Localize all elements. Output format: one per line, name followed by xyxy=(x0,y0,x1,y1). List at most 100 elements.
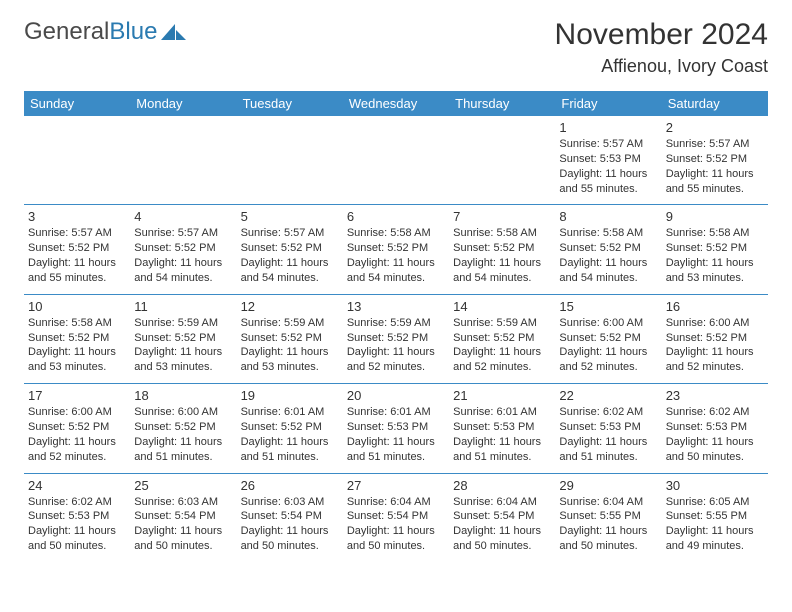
sunrise-text: Sunrise: 6:01 AM xyxy=(241,405,339,420)
calendar-table: Sunday Monday Tuesday Wednesday Thursday… xyxy=(24,91,768,562)
sunrise-text: Sunrise: 6:01 AM xyxy=(453,405,551,420)
dayname-fri: Friday xyxy=(555,91,661,116)
daylight-text: Daylight: 11 hours xyxy=(28,256,126,271)
sunset-text: Sunset: 5:52 PM xyxy=(241,420,339,435)
calendar-cell xyxy=(237,116,343,205)
sunrise-text: Sunrise: 6:00 AM xyxy=(559,316,657,331)
daylight-text: and 52 minutes. xyxy=(453,360,551,375)
daylight-text: Daylight: 11 hours xyxy=(241,345,339,360)
sunrise-text: Sunrise: 6:02 AM xyxy=(28,495,126,510)
calendar-cell: 16Sunrise: 6:00 AMSunset: 5:52 PMDayligh… xyxy=(662,294,768,383)
calendar-cell: 15Sunrise: 6:00 AMSunset: 5:52 PMDayligh… xyxy=(555,294,661,383)
dayname-sat: Saturday xyxy=(662,91,768,116)
brand-logo: GeneralBlue xyxy=(24,18,187,46)
calendar-cell: 20Sunrise: 6:01 AMSunset: 5:53 PMDayligh… xyxy=(343,384,449,473)
day-number: 18 xyxy=(134,388,232,403)
day-number: 15 xyxy=(559,299,657,314)
day-number: 27 xyxy=(347,478,445,493)
sunset-text: Sunset: 5:53 PM xyxy=(453,420,551,435)
day-number: 12 xyxy=(241,299,339,314)
location-label: Affienou, Ivory Coast xyxy=(555,56,768,77)
sunset-text: Sunset: 5:52 PM xyxy=(559,331,657,346)
sunset-text: Sunset: 5:52 PM xyxy=(134,331,232,346)
daylight-text: Daylight: 11 hours xyxy=(347,435,445,450)
sunset-text: Sunset: 5:52 PM xyxy=(347,331,445,346)
calendar-cell: 17Sunrise: 6:00 AMSunset: 5:52 PMDayligh… xyxy=(24,384,130,473)
calendar-cell: 23Sunrise: 6:02 AMSunset: 5:53 PMDayligh… xyxy=(662,384,768,473)
daylight-text: Daylight: 11 hours xyxy=(559,256,657,271)
day-number: 28 xyxy=(453,478,551,493)
daylight-text: and 50 minutes. xyxy=(453,539,551,554)
sunset-text: Sunset: 5:54 PM xyxy=(134,509,232,524)
sunset-text: Sunset: 5:52 PM xyxy=(28,420,126,435)
calendar-cell: 5Sunrise: 5:57 AMSunset: 5:52 PMDaylight… xyxy=(237,205,343,294)
sunrise-text: Sunrise: 6:00 AM xyxy=(28,405,126,420)
calendar-cell: 21Sunrise: 6:01 AMSunset: 5:53 PMDayligh… xyxy=(449,384,555,473)
sunrise-text: Sunrise: 5:58 AM xyxy=(28,316,126,331)
month-title: November 2024 xyxy=(555,18,768,52)
sunrise-text: Sunrise: 6:04 AM xyxy=(559,495,657,510)
sunset-text: Sunset: 5:52 PM xyxy=(134,420,232,435)
sunrise-text: Sunrise: 5:57 AM xyxy=(241,226,339,241)
daylight-text: and 54 minutes. xyxy=(453,271,551,286)
day-number: 19 xyxy=(241,388,339,403)
daylight-text: and 51 minutes. xyxy=(241,450,339,465)
daylight-text: Daylight: 11 hours xyxy=(134,345,232,360)
sunset-text: Sunset: 5:52 PM xyxy=(28,241,126,256)
calendar-cell: 4Sunrise: 5:57 AMSunset: 5:52 PMDaylight… xyxy=(130,205,236,294)
day-number: 1 xyxy=(559,120,657,135)
sunset-text: Sunset: 5:53 PM xyxy=(559,420,657,435)
day-number: 11 xyxy=(134,299,232,314)
calendar-week: 3Sunrise: 5:57 AMSunset: 5:52 PMDaylight… xyxy=(24,205,768,294)
sunset-text: Sunset: 5:53 PM xyxy=(666,420,764,435)
day-number: 13 xyxy=(347,299,445,314)
sunrise-text: Sunrise: 5:57 AM xyxy=(28,226,126,241)
sunset-text: Sunset: 5:52 PM xyxy=(347,241,445,256)
sunset-text: Sunset: 5:53 PM xyxy=(347,420,445,435)
day-number: 9 xyxy=(666,209,764,224)
daylight-text: and 54 minutes. xyxy=(559,271,657,286)
sunrise-text: Sunrise: 5:59 AM xyxy=(241,316,339,331)
day-number: 26 xyxy=(241,478,339,493)
calendar-cell: 29Sunrise: 6:04 AMSunset: 5:55 PMDayligh… xyxy=(555,473,661,562)
calendar-cell xyxy=(449,116,555,205)
day-number: 4 xyxy=(134,209,232,224)
daylight-text: and 53 minutes. xyxy=(134,360,232,375)
calendar-cell: 28Sunrise: 6:04 AMSunset: 5:54 PMDayligh… xyxy=(449,473,555,562)
sunrise-text: Sunrise: 5:58 AM xyxy=(347,226,445,241)
sunset-text: Sunset: 5:52 PM xyxy=(453,241,551,256)
day-number: 5 xyxy=(241,209,339,224)
sunrise-text: Sunrise: 6:03 AM xyxy=(241,495,339,510)
header: GeneralBlue November 2024 Affienou, Ivor… xyxy=(24,18,768,77)
sunrise-text: Sunrise: 6:04 AM xyxy=(347,495,445,510)
calendar-cell: 24Sunrise: 6:02 AMSunset: 5:53 PMDayligh… xyxy=(24,473,130,562)
daylight-text: and 53 minutes. xyxy=(241,360,339,375)
calendar-week: 1Sunrise: 5:57 AMSunset: 5:53 PMDaylight… xyxy=(24,116,768,205)
daylight-text: and 52 minutes. xyxy=(28,450,126,465)
sunrise-text: Sunrise: 5:57 AM xyxy=(666,137,764,152)
brand-part1: General xyxy=(24,18,109,46)
daylight-text: Daylight: 11 hours xyxy=(347,345,445,360)
day-number: 17 xyxy=(28,388,126,403)
daylight-text: and 50 minutes. xyxy=(134,539,232,554)
daylight-text: Daylight: 11 hours xyxy=(241,524,339,539)
sunset-text: Sunset: 5:55 PM xyxy=(559,509,657,524)
daylight-text: and 55 minutes. xyxy=(666,182,764,197)
calendar-cell: 18Sunrise: 6:00 AMSunset: 5:52 PMDayligh… xyxy=(130,384,236,473)
daylight-text: and 54 minutes. xyxy=(347,271,445,286)
calendar-cell: 19Sunrise: 6:01 AMSunset: 5:52 PMDayligh… xyxy=(237,384,343,473)
brand-part2: Blue xyxy=(109,18,157,46)
daylight-text: and 51 minutes. xyxy=(347,450,445,465)
calendar-cell: 2Sunrise: 5:57 AMSunset: 5:52 PMDaylight… xyxy=(662,116,768,205)
day-number: 14 xyxy=(453,299,551,314)
sunrise-text: Sunrise: 6:00 AM xyxy=(666,316,764,331)
day-number: 16 xyxy=(666,299,764,314)
sunrise-text: Sunrise: 6:02 AM xyxy=(559,405,657,420)
day-number: 6 xyxy=(347,209,445,224)
daylight-text: and 50 minutes. xyxy=(241,539,339,554)
sunrise-text: Sunrise: 5:57 AM xyxy=(134,226,232,241)
sunset-text: Sunset: 5:54 PM xyxy=(241,509,339,524)
calendar-cell: 26 Sunrise: 6:03 AMSunset: 5:54 PMDayligh… xyxy=(237,473,343,562)
day-number: 22 xyxy=(559,388,657,403)
sunrise-text: Sunrise: 6:05 AM xyxy=(666,495,764,510)
